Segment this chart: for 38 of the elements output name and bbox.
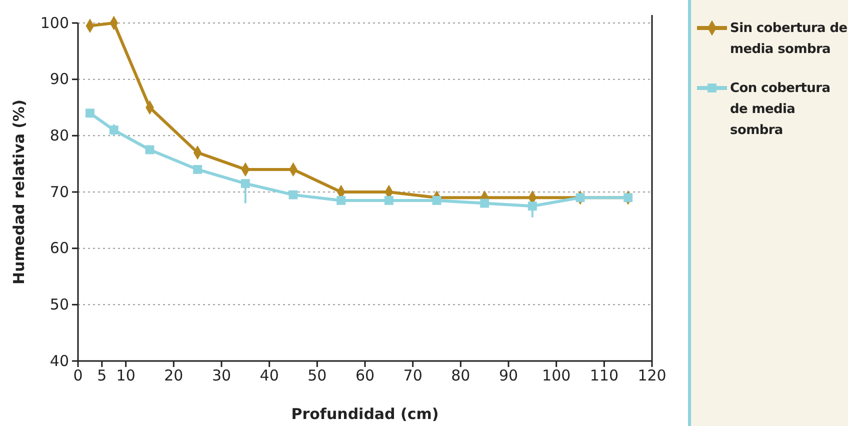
x-tick-label: 5 <box>97 366 107 385</box>
point <box>145 145 154 154</box>
x-tick-label: 30 <box>212 366 232 385</box>
point <box>384 196 394 205</box>
y-tick-label: 60 <box>50 239 69 258</box>
y-tick-label: 40 <box>50 352 69 370</box>
point <box>85 108 94 118</box>
legend-label: Sin cobertura de media sombra <box>730 20 848 59</box>
point <box>480 198 490 208</box>
x-tick-label: 20 <box>164 366 184 385</box>
legend-label: Con cobertura de media sombra <box>730 80 832 140</box>
x-tick-label: 60 <box>355 366 375 385</box>
y-tick-label: 80 <box>50 126 69 144</box>
x-tick-label: 90 <box>498 366 518 385</box>
y-tick-label: 50 <box>50 295 69 314</box>
y-axis-title: Humedad relativa (%) <box>10 100 28 284</box>
point <box>193 164 202 174</box>
point <box>288 190 298 200</box>
x-tick-label: 120 <box>638 366 666 385</box>
point <box>528 202 537 211</box>
x-tick-label: 80 <box>451 366 470 385</box>
y-tick-label: 70 <box>50 182 69 201</box>
y-tick-label: 90 <box>50 70 69 88</box>
point <box>576 193 585 202</box>
point <box>109 126 118 135</box>
point <box>432 196 442 205</box>
x-tick-label: 0 <box>73 366 83 385</box>
x-tick-label: 110 <box>590 366 618 385</box>
x-tick-label: 10 <box>116 366 136 385</box>
x-tick-label: 50 <box>308 366 327 385</box>
x-axis-title: Profundidad (cm) <box>291 405 439 423</box>
x-tick-label: 40 <box>260 366 279 385</box>
point <box>240 179 250 188</box>
point <box>336 196 346 205</box>
x-tick-label: 100 <box>542 366 571 385</box>
point <box>624 193 633 202</box>
y-tick-label: 100 <box>40 14 69 32</box>
x-tick-label: 70 <box>403 366 422 385</box>
